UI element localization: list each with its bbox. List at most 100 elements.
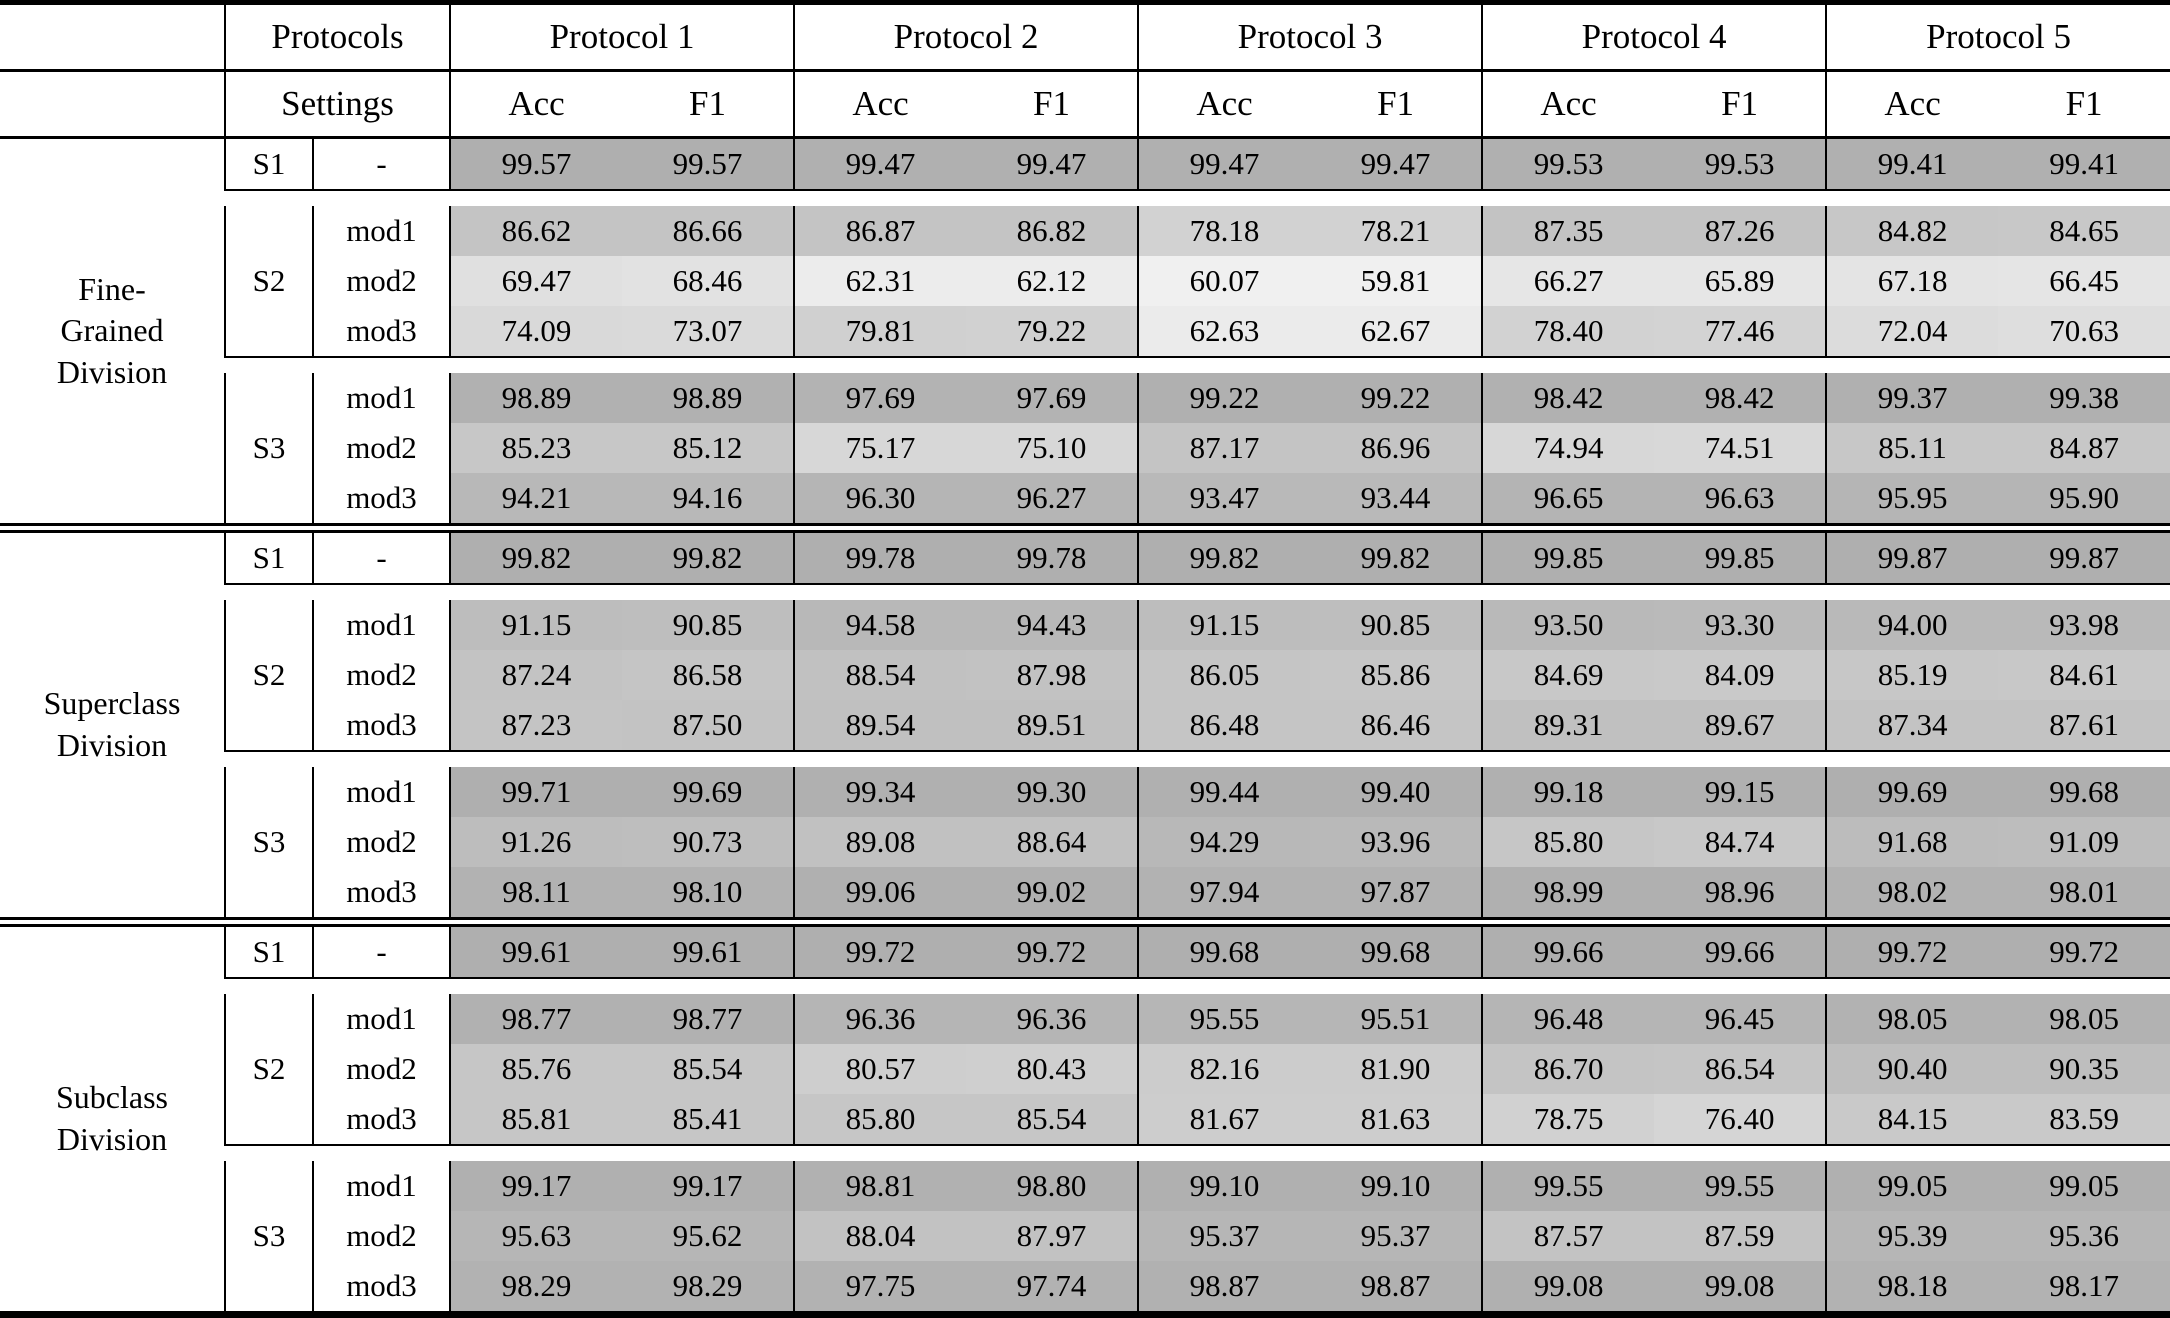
row-separator-cell xyxy=(225,583,2170,600)
metric-value-cell: 76.40 xyxy=(1654,1094,1827,1145)
setting-label: S3 xyxy=(224,767,313,919)
header-row-protocols: Protocols Protocol 1 Protocol 2 Protocol… xyxy=(0,2,2170,72)
metric-value-cell: 93.96 xyxy=(1310,817,1483,867)
metric-value-cell: 62.63 xyxy=(1137,306,1311,357)
header-protocols-label: Protocols xyxy=(223,2,451,72)
metric-value-cell: 99.82 xyxy=(1310,531,1483,584)
metric-value-cell: 80.43 xyxy=(966,1044,1139,1094)
header-settings-label: Settings xyxy=(223,70,451,139)
division-separator xyxy=(0,917,2170,927)
division-label: Subclass Division xyxy=(0,925,225,1315)
metric-value-cell: 94.21 xyxy=(449,473,623,525)
table-row: mod3 98.29 98.29 97.75 97.74 98.87 98.87 99.08 9… xyxy=(0,1261,2170,1315)
division-separator-cell xyxy=(0,523,2170,533)
metric-value-cell: 85.80 xyxy=(793,1094,967,1145)
division-label-line: Division xyxy=(56,1121,168,1157)
metric-value-cell: 87.57 xyxy=(1481,1211,1655,1261)
metric-value-cell: 98.81 xyxy=(793,1161,967,1211)
metric-value-cell: 99.22 xyxy=(1310,373,1483,423)
metric-value-cell: 77.46 xyxy=(1654,306,1827,357)
row-separator xyxy=(0,583,2170,600)
metric-value-cell: 99.05 xyxy=(1998,1161,2170,1211)
metric-value-cell: 83.59 xyxy=(1998,1094,2170,1145)
header-metric-acc: Acc xyxy=(1825,70,1999,139)
mod-label: mod3 xyxy=(311,700,451,751)
division-label-line: Division xyxy=(56,353,168,390)
metric-value-cell: 99.40 xyxy=(1310,767,1483,817)
metric-value-cell: 96.63 xyxy=(1654,473,1827,525)
row-separator xyxy=(0,356,2170,373)
mod-label: mod1 xyxy=(311,206,451,256)
metric-value-cell: 86.87 xyxy=(793,206,967,256)
metric-value-cell: 96.30 xyxy=(793,473,967,525)
mod-label: mod3 xyxy=(311,473,451,525)
metric-value-cell: 86.54 xyxy=(1654,1044,1827,1094)
metric-value-cell: 98.99 xyxy=(1481,867,1655,919)
table-row: mod3 87.23 87.50 89.54 89.51 86.48 86.46 89.31 8… xyxy=(0,700,2170,751)
metric-value-cell: 86.66 xyxy=(622,206,795,256)
metric-value-cell: 99.68 xyxy=(1310,925,1483,978)
table-row: Fine- Grained Division S1-99.57 99.57 99.47 99… xyxy=(0,137,2170,525)
metric-value-cell: 86.48 xyxy=(1137,700,1311,751)
metric-value-cell: 85.76 xyxy=(449,1044,623,1094)
header-metric-f1: F1 xyxy=(1654,70,1827,139)
metric-value-cell: 89.54 xyxy=(793,700,967,751)
metric-value-cell: 99.55 xyxy=(1481,1161,1655,1211)
metric-value-cell: 99.15 xyxy=(1654,767,1827,817)
table-row: mod3 74.09 73.07 79.81 79.22 62.63 62.67 78.40 7… xyxy=(0,306,2170,357)
metric-value-cell: 99.47 xyxy=(793,137,967,190)
metric-value-cell: 99.44 xyxy=(1137,767,1311,817)
metric-value-cell: 94.58 xyxy=(793,600,967,650)
metric-value-cell: 66.27 xyxy=(1481,256,1655,306)
metric-value-cell: 81.90 xyxy=(1310,1044,1483,1094)
metric-value-cell: 59.81 xyxy=(1310,256,1483,306)
metric-value-cell: 98.11 xyxy=(449,867,623,919)
metric-value-cell: 86.82 xyxy=(966,206,1139,256)
metric-value-cell: 91.68 xyxy=(1825,817,1999,867)
metric-value-cell: 97.74 xyxy=(966,1261,1139,1315)
metric-value-cell: 84.74 xyxy=(1654,817,1827,867)
metric-value-cell: 93.98 xyxy=(1998,600,2170,650)
row-separator xyxy=(0,977,2170,994)
metric-value-cell: 99.10 xyxy=(1137,1161,1311,1211)
metric-value-cell: 87.59 xyxy=(1654,1211,1827,1261)
mod-label: mod2 xyxy=(311,817,451,867)
metric-value-cell: 98.29 xyxy=(449,1261,623,1315)
mod-label: mod1 xyxy=(311,994,451,1044)
metric-value-cell: 62.31 xyxy=(793,256,967,306)
metric-value-cell: 62.67 xyxy=(1310,306,1483,357)
metric-value-cell: 78.21 xyxy=(1310,206,1483,256)
metric-value-cell: 99.66 xyxy=(1654,925,1827,978)
metric-value-cell: 85.81 xyxy=(449,1094,623,1145)
setting-label: S3 xyxy=(224,373,313,525)
metric-value-cell: 99.82 xyxy=(622,531,795,584)
table-row: S3 mod1 99.71 99.69 99.34 99.30 99.44 99.40 99.1… xyxy=(0,767,2170,919)
metric-value-cell: 99.47 xyxy=(1137,137,1311,190)
mod-label: mod1 xyxy=(311,1161,451,1211)
metric-value-cell: 96.48 xyxy=(1481,994,1655,1044)
metric-value-cell: 99.87 xyxy=(1998,531,2170,584)
metric-value-cell: 99.18 xyxy=(1481,767,1655,817)
table-row: S2 mod1 98.77 98.77 96.36 96.36 95.55 95.51 96.4… xyxy=(0,994,2170,1145)
mod-label: mod3 xyxy=(311,1261,451,1315)
metric-value-cell: 98.10 xyxy=(622,867,795,919)
mod-label: - xyxy=(311,925,451,978)
metric-value-cell: 99.17 xyxy=(449,1161,623,1211)
metric-value-cell: 99.47 xyxy=(966,137,1139,190)
metric-value-cell: 98.77 xyxy=(622,994,795,1044)
table-row: S2 mod1 91.15 90.85 94.58 94.43 91.15 90.85 93.5… xyxy=(0,600,2170,751)
mod-label: mod2 xyxy=(311,1211,451,1261)
metric-value-cell: 90.35 xyxy=(1998,1044,2170,1094)
metric-value-cell: 99.10 xyxy=(1310,1161,1483,1211)
metric-value-cell: 95.51 xyxy=(1310,994,1483,1044)
metric-value-cell: 99.57 xyxy=(449,137,623,190)
metric-value-cell: 98.96 xyxy=(1654,867,1827,919)
row-separator xyxy=(0,750,2170,767)
metric-value-cell: 99.69 xyxy=(622,767,795,817)
metric-value-cell: 99.53 xyxy=(1654,137,1827,190)
metric-value-cell: 86.96 xyxy=(1310,423,1483,473)
metric-value-cell: 74.09 xyxy=(449,306,623,357)
metric-value-cell: 96.45 xyxy=(1654,994,1827,1044)
mod-label: - xyxy=(311,137,451,190)
